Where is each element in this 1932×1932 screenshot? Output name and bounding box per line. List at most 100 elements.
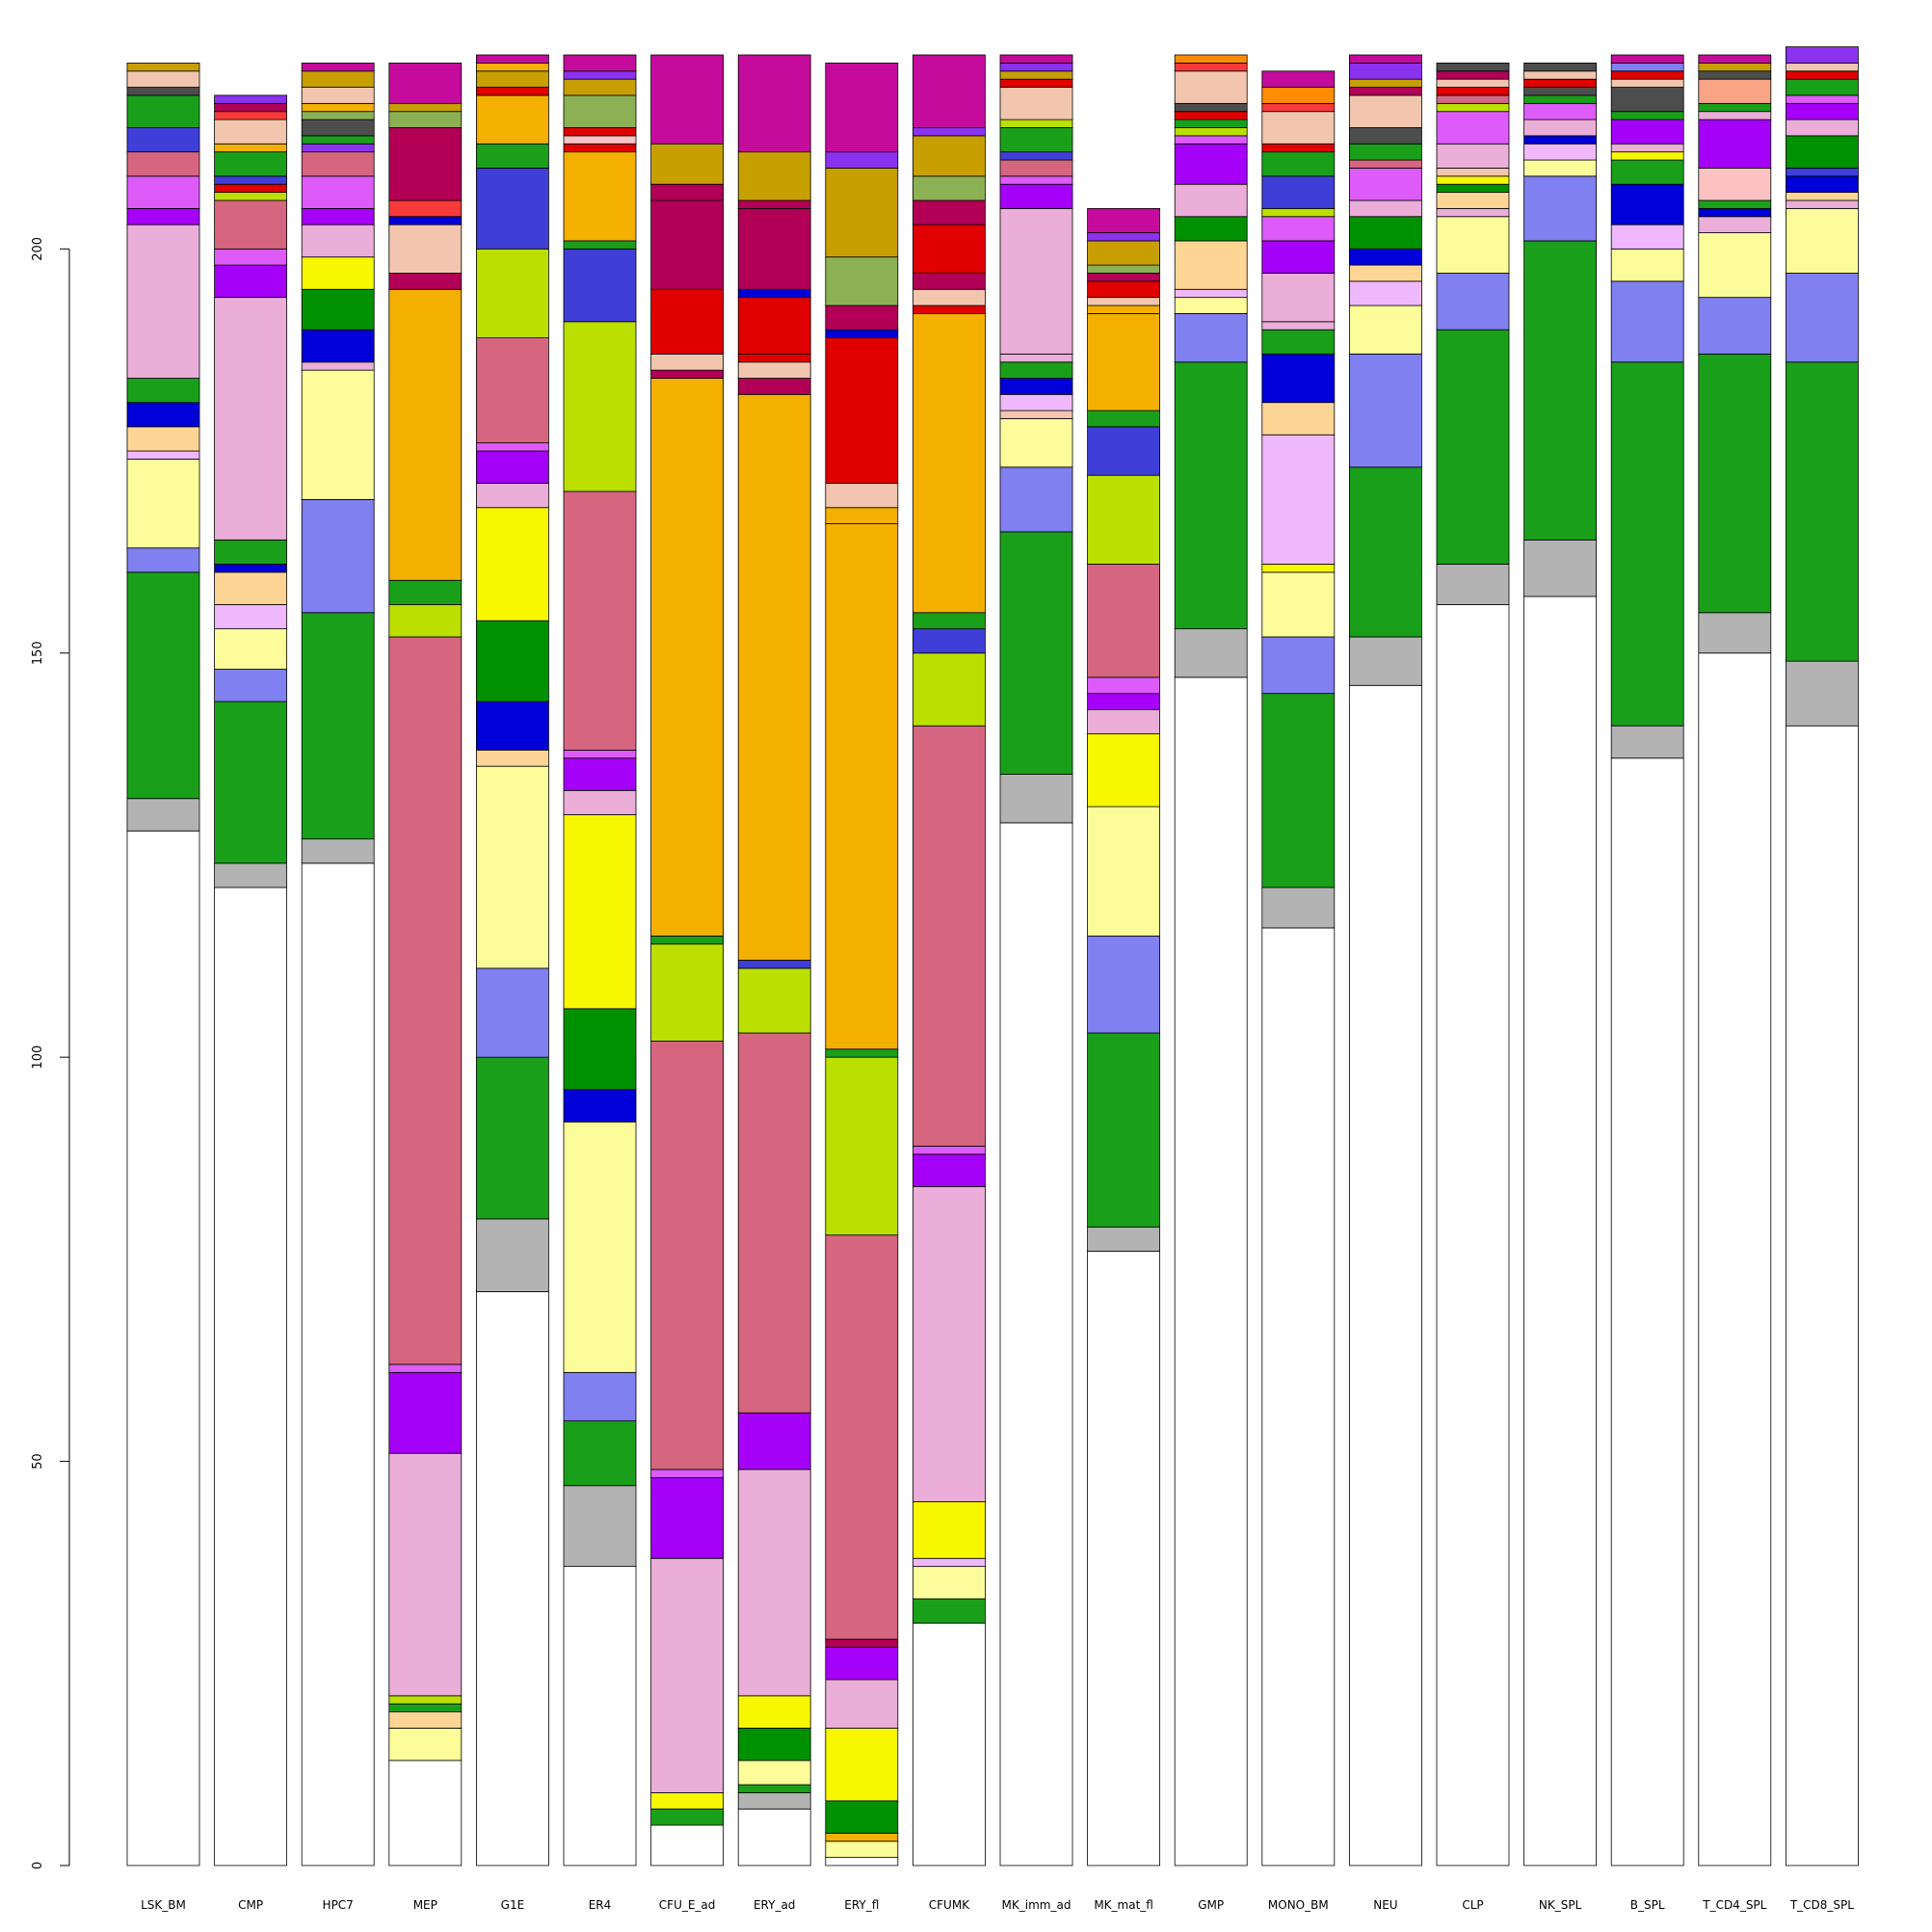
bar-segment [737, 1760, 811, 1786]
bar-segment [388, 62, 463, 104]
bar-segment [475, 168, 549, 250]
bar-segment [214, 94, 288, 104]
bar-segment [1349, 304, 1422, 355]
bar-segment [563, 1420, 637, 1487]
bar-segment [1698, 70, 1772, 80]
bar-segment [1174, 288, 1248, 299]
bar-segment [301, 87, 375, 104]
bar-segment [913, 288, 986, 306]
y-tick-label: 150 [31, 641, 45, 665]
bar-segment [301, 256, 375, 290]
bar-segment [1523, 94, 1597, 104]
bar-segment [1698, 111, 1772, 120]
bar-segment [1174, 102, 1248, 113]
bar-segment [214, 701, 288, 864]
bar-segment [388, 288, 463, 581]
bar-segment [1698, 297, 1772, 355]
bar-segment [1087, 297, 1160, 306]
bar-segment [1523, 87, 1597, 96]
bar-segment [388, 224, 463, 274]
bar-segment [999, 466, 1073, 533]
bar-segment [475, 967, 549, 1058]
bar-segment [1436, 143, 1510, 169]
bar-segment [650, 1476, 724, 1559]
bar-segment [126, 547, 200, 573]
bar-segment [737, 1695, 811, 1729]
bar-segment [563, 757, 637, 791]
bar-segment [1349, 248, 1422, 266]
bar-segment [999, 183, 1073, 209]
bar-segment [999, 353, 1073, 363]
bar-segment [737, 1784, 811, 1793]
y-tick-label: 200 [31, 237, 45, 261]
bar-segment [301, 102, 375, 113]
bar-segment [825, 337, 899, 484]
bar-segment [301, 369, 375, 500]
bar-segment [737, 207, 811, 290]
bar-segment [1087, 709, 1160, 735]
bar-segment [1698, 612, 1772, 654]
bar-segment [1261, 321, 1336, 331]
bar-segment [1698, 199, 1772, 209]
x-tick-labels: LSK_BM CMP HPC7 MEP G1E ER4 CFU_E_ad ERY_ad ERY_… [141, 1898, 1854, 1912]
bar-segment [1436, 207, 1510, 218]
bar-segment [1610, 78, 1684, 88]
bar-segment [1087, 1226, 1160, 1252]
bar-segment [650, 353, 724, 371]
bar-segment [825, 1840, 899, 1859]
bar-segment [126, 127, 200, 153]
bar-segment [1349, 684, 1422, 1866]
bar-segment [913, 1566, 986, 1600]
x-tick-label: HPC7 [323, 1898, 354, 1912]
bar-segment [126, 94, 200, 128]
bar-segment [388, 1760, 463, 1866]
bar-stack-mk-imm-ad [999, 54, 1073, 1866]
bar-segment [388, 111, 463, 128]
bar-segment [1436, 604, 1510, 1866]
x-tick-label: T_CD4_SPL [1702, 1898, 1766, 1912]
bar-segment [563, 1371, 637, 1422]
bar-segment [1610, 757, 1684, 1866]
bar-segment [1349, 87, 1422, 96]
bar-segment [650, 1557, 724, 1793]
bar-segment [913, 304, 986, 314]
bar-segment [1087, 273, 1160, 282]
bar-segment [999, 410, 1073, 419]
bar-segment [388, 1727, 463, 1761]
bar-segment [999, 175, 1073, 185]
x-tick-label: G1E [501, 1898, 525, 1912]
bar-segment [563, 490, 637, 751]
bar-segment [301, 119, 375, 137]
bar-stack-t-cd8-spl [1786, 46, 1859, 1866]
bar-segment [1698, 207, 1772, 218]
bar-segment [1174, 54, 1248, 64]
bar-segment [737, 151, 811, 201]
bar-segment [1261, 151, 1336, 177]
bar-segment [126, 151, 200, 177]
bar-segment [737, 1792, 811, 1810]
bar-segment [563, 1089, 637, 1123]
bar-segment [1261, 402, 1336, 436]
bar-segment [1523, 102, 1597, 120]
bar-stack-ery-ad [737, 54, 811, 1866]
bar-stack-mono-bm [1261, 70, 1336, 1866]
bar-stack-t-cd4-spl [1698, 54, 1772, 1866]
bar-segment [1261, 887, 1336, 929]
bar-segment [388, 1703, 463, 1713]
bar-segment [913, 1501, 986, 1559]
bar-segment [1087, 313, 1160, 411]
bar-segment [475, 1291, 549, 1866]
bar-segment [1174, 313, 1248, 363]
bar-segment [999, 87, 1073, 120]
bar-segment [1786, 207, 1859, 274]
bar-segment [999, 127, 1073, 153]
bar-segment [737, 1032, 811, 1414]
bar-segment [563, 750, 637, 759]
bar-segment [126, 62, 200, 72]
bar-segment [475, 442, 549, 452]
bar-segment [1174, 361, 1248, 629]
bar-segment [1087, 264, 1160, 274]
bar-segment [1786, 78, 1859, 96]
bar-segment [1087, 733, 1160, 807]
